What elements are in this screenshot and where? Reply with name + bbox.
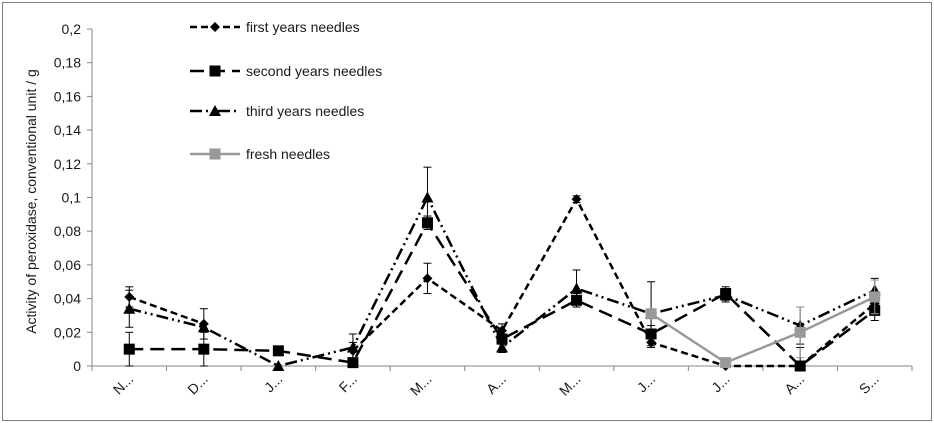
data-point — [794, 326, 806, 338]
data-point — [571, 194, 582, 205]
data-point — [272, 360, 285, 371]
data-point — [422, 273, 433, 284]
legend-swatch-marker — [209, 105, 221, 116]
legend-label: first years needles — [246, 19, 360, 35]
legend-swatch-marker — [210, 22, 220, 32]
data-point — [570, 282, 583, 294]
y-tick-label: 0,02 — [54, 324, 81, 340]
legend-swatch-marker — [209, 148, 221, 160]
legend-item-2: second years needles — [190, 63, 382, 79]
x-tick-label: J... — [708, 371, 733, 396]
x-tick-label: S... — [856, 371, 882, 397]
x-tick-label: J... — [261, 371, 286, 396]
y-tick-label: 0,04 — [54, 291, 81, 307]
y-tick-label: 0 — [73, 358, 81, 374]
y-tick-label: 0,1 — [62, 190, 82, 206]
y-tick-label: 0,08 — [54, 223, 81, 239]
x-tick-label: N... — [110, 371, 137, 398]
x-tick-label: J... — [634, 371, 659, 396]
series-4 — [645, 279, 881, 369]
data-point — [123, 302, 136, 314]
series-line — [650, 295, 876, 364]
x-tick-label: M... — [556, 371, 584, 399]
data-point — [347, 357, 359, 369]
series-line — [128, 295, 205, 326]
data-point — [198, 343, 210, 355]
y-tick-label: 0,14 — [54, 122, 81, 138]
y-axis-ticks: 0 0,02 0,04 0,06 0,08 0,1 0,12 0,14 0,16 0,18 0,2 — [54, 21, 92, 374]
series-line — [128, 196, 876, 368]
legend: first years needles second years needles t… — [190, 19, 382, 162]
data-point — [720, 357, 732, 369]
data-point — [645, 308, 657, 320]
data-point — [869, 291, 881, 303]
data-point — [197, 321, 210, 333]
y-tick-label: 0,06 — [54, 257, 81, 273]
y-tick-label: 0,12 — [54, 156, 81, 172]
legend-swatch-marker — [209, 65, 221, 77]
x-tick-label: A... — [483, 371, 509, 397]
data-point — [272, 345, 284, 357]
y-tick-label: 0,16 — [54, 88, 81, 104]
legend-label: fresh needles — [246, 146, 330, 162]
data-point — [496, 333, 508, 345]
data-point — [794, 360, 806, 372]
legend-label: third years needles — [246, 103, 364, 119]
x-axis-ticks: N... D... J... F... M... A... M... J... J... A...… — [91, 366, 913, 399]
legend-item-1: first years needles — [190, 19, 360, 35]
series-layer — [123, 166, 881, 372]
data-point — [346, 341, 359, 353]
data-point — [719, 289, 732, 301]
series-line — [129, 221, 876, 368]
y-tick-label: 0,18 — [54, 55, 81, 71]
y-axis-label: Activity of peroxidase, conventional uni… — [23, 69, 39, 334]
legend-item-4: fresh needles — [190, 146, 330, 162]
x-tick-label: D... — [184, 371, 211, 398]
x-tick-label: A... — [781, 371, 807, 397]
data-point — [123, 343, 135, 355]
y-tick-label: 0,2 — [62, 21, 82, 37]
x-tick-label: F... — [336, 371, 361, 396]
data-point — [496, 341, 508, 353]
legend-label: second years needles — [246, 63, 382, 79]
axes — [91, 29, 912, 367]
data-point — [421, 191, 434, 203]
legend-item-3: third years needles — [190, 103, 364, 119]
x-tick-label: M... — [407, 371, 435, 399]
